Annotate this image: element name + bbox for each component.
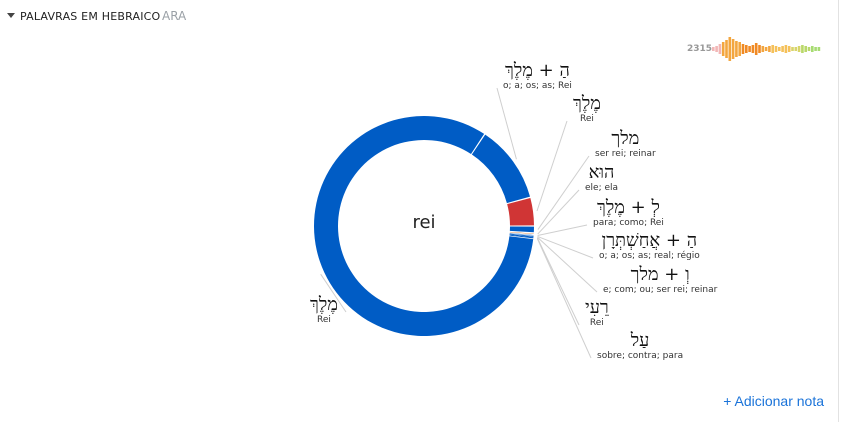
hebrew-word: עַל: [630, 330, 650, 351]
spark-bar: [741, 44, 745, 54]
add-note-link[interactable]: + Adicionar nota: [723, 393, 824, 409]
occurrence-count: 2315: [687, 44, 713, 54]
slice-label-7[interactable]: וְ + מלך e; com; ou; ser rei; reinar: [603, 264, 717, 296]
leader-line-8: [536, 237, 580, 326]
hebrew-word: הַ + אֲחַשְׁתְּרָן: [601, 230, 698, 251]
word-gloss: Rei: [589, 318, 604, 328]
slice-label-1[interactable]: הַ + מֶלֶךְ o; a; os; as; Rei: [503, 60, 572, 92]
spark-bar: [751, 45, 755, 53]
collapse-caret-icon[interactable]: [7, 13, 15, 18]
spark-bar: [715, 46, 718, 52]
leader-line-9: [536, 238, 592, 359]
spark-bar: [725, 40, 728, 58]
word-gloss: sobre; contra; para: [597, 351, 684, 361]
spark-bar: [794, 47, 798, 51]
panel-border: [838, 0, 839, 422]
slice-4[interactable]: [509, 231, 534, 234]
spark-bar: [784, 45, 788, 53]
word-gloss: o; a; os; as; real; régio: [599, 251, 700, 261]
slice-label-8[interactable]: רֵעִי Rei: [585, 297, 609, 329]
slice-2[interactable]: [507, 197, 534, 226]
spark-bar: [768, 46, 771, 52]
spark-bar: [748, 46, 751, 52]
spark-bar: [758, 45, 761, 53]
spark-bar: [814, 47, 817, 51]
distribution-sparkline: [712, 37, 821, 61]
spark-bar: [778, 47, 781, 51]
spark-bar: [811, 46, 814, 52]
leader-line-4: [537, 189, 580, 235]
slice-1[interactable]: [471, 134, 531, 204]
spark-bar: [761, 46, 765, 52]
leader-line-1: [496, 87, 517, 160]
spark-bar: [771, 45, 774, 53]
spark-bar: [745, 45, 748, 53]
hebrew-word: מֶלֶךְ: [310, 294, 338, 315]
word-gloss: o; a; os; as; Rei: [503, 81, 572, 91]
slice-9[interactable]: [509, 235, 534, 239]
slice-5[interactable]: [509, 233, 534, 236]
slice-3[interactable]: [509, 226, 534, 233]
spark-bar: [718, 44, 722, 54]
hebrew-word: הוּא: [588, 162, 615, 183]
spark-bar: [797, 46, 801, 52]
slice-label-0[interactable]: מֶלֶךְ Rei: [310, 294, 338, 326]
leader-line-6: [537, 235, 594, 259]
spark-bar: [712, 47, 715, 51]
hebrew-word: מלך: [611, 128, 640, 149]
spark-bar: [774, 46, 778, 52]
slice-8[interactable]: [509, 234, 534, 238]
word-gloss: ele; ela: [585, 183, 619, 193]
word-gloss: ser rei; reinar: [595, 149, 656, 159]
spark-bar: [807, 47, 811, 51]
center-label: rei: [412, 212, 436, 233]
spark-bar: [791, 47, 794, 51]
slice-label-4[interactable]: הוּא ele; ela: [585, 162, 618, 194]
slice-7[interactable]: [509, 234, 534, 238]
word-gloss: Rei: [580, 114, 594, 124]
hebrew-word: לְ + מֶלֶךְ: [596, 197, 660, 218]
word-gloss: Rei: [317, 315, 331, 325]
spark-bar: [781, 46, 784, 52]
spark-bar: [728, 37, 732, 61]
spark-bar: [735, 41, 738, 57]
hebrew-word: הַ + מֶלֶךְ: [505, 60, 570, 81]
word-gloss: para; como; Rei: [593, 218, 664, 228]
hebrew-word: רֵעִי: [585, 297, 609, 318]
slice-label-3[interactable]: מלך ser rei; reinar: [595, 128, 656, 160]
leader-line-0: [320, 273, 347, 313]
hebrew-word: מֶלֶךְ: [573, 93, 601, 114]
section-header[interactable]: PALAVRAS EM HEBRAICO ARA: [0, 0, 842, 32]
leader-line-7: [537, 236, 598, 293]
slice-label-5[interactable]: לְ + מֶלֶךְ para; como; Rei: [593, 197, 664, 229]
spark-bar: [731, 39, 735, 59]
spark-bar: [754, 43, 758, 55]
slice-6[interactable]: [509, 233, 534, 237]
spark-bar: [804, 46, 807, 52]
spark-bar: [764, 47, 768, 51]
spark-bar: [787, 46, 791, 52]
section-title: PALAVRAS EM HEBRAICO: [20, 10, 161, 23]
spark-bar: [817, 47, 821, 51]
leader-line-2: [536, 120, 568, 212]
leader-line-5: [537, 224, 588, 236]
slice-label-6[interactable]: הַ + אֲחַשְׁתְּרָן o; a; os; as; real; ré…: [599, 230, 700, 262]
slice-label-2[interactable]: מֶלֶךְ Rei: [573, 93, 601, 125]
spark-bar: [738, 42, 741, 56]
leader-line-3: [537, 155, 590, 230]
word-gloss: e; com; ou; ser rei; reinar: [603, 285, 718, 295]
slice-label-9[interactable]: עַל sobre; contra; para: [597, 330, 683, 362]
spark-bar: [801, 45, 804, 53]
hebrew-word: וְ + מלך: [630, 264, 690, 285]
spark-bar: [721, 42, 725, 56]
bible-version: ARA: [162, 9, 187, 23]
